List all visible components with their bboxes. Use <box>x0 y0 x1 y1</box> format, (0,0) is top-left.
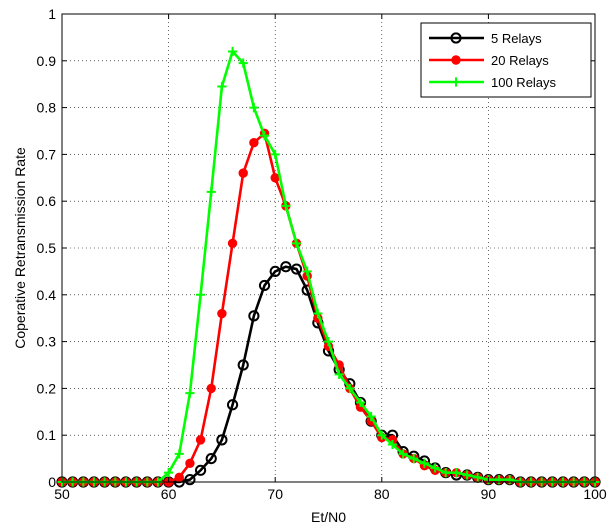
data-point <box>366 411 376 422</box>
data-point <box>249 103 259 113</box>
data-point <box>430 463 440 473</box>
data-point <box>174 472 184 483</box>
legend-label: 20 Relays <box>491 53 549 68</box>
x-axis-label: Et/N0 <box>311 509 346 525</box>
data-point <box>185 458 195 468</box>
data-point <box>258 279 271 292</box>
data-point <box>269 265 281 277</box>
data-point <box>419 458 430 468</box>
data-point <box>226 399 239 411</box>
y-tick-label: 0.9 <box>37 53 57 69</box>
data-point <box>164 468 174 478</box>
data-point <box>355 397 366 408</box>
y-tick-label: 0.4 <box>37 287 57 303</box>
y-tick-label: 0.7 <box>37 146 57 162</box>
legend-marker <box>451 77 461 87</box>
data-point <box>441 468 451 478</box>
data-point <box>302 266 312 276</box>
data-point <box>494 475 504 485</box>
data-point <box>334 369 344 379</box>
data-point <box>345 383 355 393</box>
y-tick-label: 1 <box>48 6 56 22</box>
data-point <box>281 201 291 211</box>
legend-marker <box>451 55 461 65</box>
data-point <box>259 131 270 141</box>
data-point <box>473 472 483 482</box>
x-tick-label: 100 <box>583 486 607 502</box>
data-point <box>249 138 259 148</box>
data-point <box>323 337 334 347</box>
x-tick-label: 50 <box>54 486 70 502</box>
y-axis-label: Coperative Retransmission Rate <box>12 147 28 349</box>
data-point <box>377 430 387 440</box>
data-point <box>238 168 248 178</box>
legend-label: 100 Relays <box>491 75 557 90</box>
data-point <box>387 439 398 450</box>
y-tick-label: 0.8 <box>37 100 57 116</box>
data-point <box>194 464 207 476</box>
data-point <box>227 46 238 57</box>
data-point <box>248 310 260 322</box>
data-point <box>185 388 195 398</box>
x-tick-label: 90 <box>481 486 497 502</box>
y-tick-label: 0.3 <box>37 334 57 350</box>
y-tick-label: 0.5 <box>37 240 57 256</box>
data-point <box>195 435 206 445</box>
data-point <box>398 449 408 459</box>
data-point <box>290 263 303 275</box>
legend-marker <box>450 32 462 44</box>
data-point <box>227 238 238 249</box>
ticks: 50 60 70 80 90 100 0 0.1 0.2 0.3 0.4 0.5 0.6 0.7 0.8 0.… <box>37 6 607 502</box>
data-point <box>206 383 216 394</box>
legend: 5 Relays 20 Relays 100 Relays <box>420 22 592 98</box>
x-tick-label: 80 <box>374 486 390 502</box>
data-point <box>216 434 228 446</box>
data-point <box>505 475 515 485</box>
legend-label: 5 Relays <box>491 31 542 46</box>
series-layer <box>56 46 601 488</box>
x-tick-label: 60 <box>161 486 177 502</box>
data-point <box>238 58 248 68</box>
data-point <box>313 308 323 319</box>
data-point <box>291 238 302 248</box>
data-point <box>462 470 472 480</box>
data-point <box>195 290 206 300</box>
data-point <box>237 359 249 371</box>
data-point <box>206 187 216 197</box>
data-point <box>205 453 217 465</box>
data-point <box>270 149 280 159</box>
data-point <box>451 468 462 478</box>
data-point <box>217 81 227 92</box>
y-tick-label: 0.2 <box>37 380 57 396</box>
data-point <box>280 261 292 273</box>
data-point <box>409 454 419 464</box>
y-tick-label: 0.1 <box>37 427 57 443</box>
y-tick-label: 0.6 <box>37 193 57 209</box>
data-point <box>174 449 184 459</box>
data-point <box>184 474 196 486</box>
y-tick-label: 0 <box>48 474 56 490</box>
x-tick-label: 70 <box>267 486 283 502</box>
data-point <box>217 308 227 319</box>
